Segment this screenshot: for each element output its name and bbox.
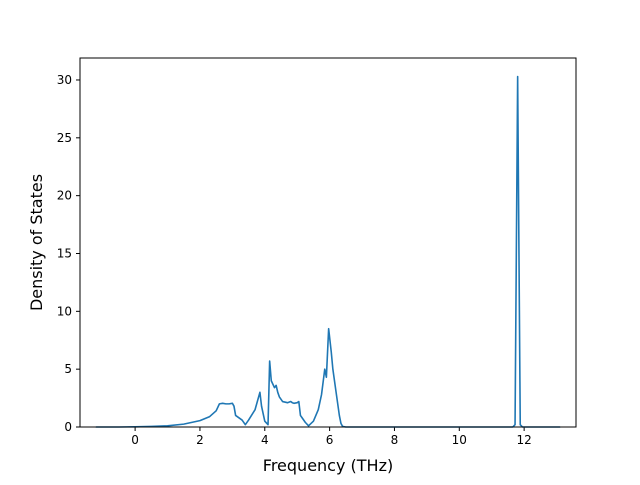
x-tick-label: 10: [452, 433, 467, 447]
x-tick-label: 12: [516, 433, 531, 447]
y-tick-label: 30: [57, 73, 72, 87]
y-tick-label: 20: [57, 189, 72, 203]
y-tick-label: 5: [64, 362, 72, 376]
plot-area: [95, 75, 561, 428]
y-tick-label: 25: [57, 131, 72, 145]
x-tick-label: 2: [196, 433, 204, 447]
dos-series-line: [95, 75, 561, 428]
y-tick-label: 0: [64, 420, 72, 434]
y-tick-label: 10: [57, 304, 72, 318]
x-axis-label: Frequency (THz): [263, 456, 393, 475]
axes-frame: [79, 57, 577, 428]
y-tick-label: 15: [57, 246, 72, 260]
x-tick-label: 4: [261, 433, 269, 447]
x-tick-label: 0: [131, 433, 139, 447]
axis-ticks: 0 2 4 6 8 10 12 0 5 10 15 20 25 30: [57, 73, 532, 447]
x-tick-label: 6: [326, 433, 334, 447]
x-tick-label: 8: [391, 433, 399, 447]
y-axis-label: Density of States: [27, 174, 46, 311]
